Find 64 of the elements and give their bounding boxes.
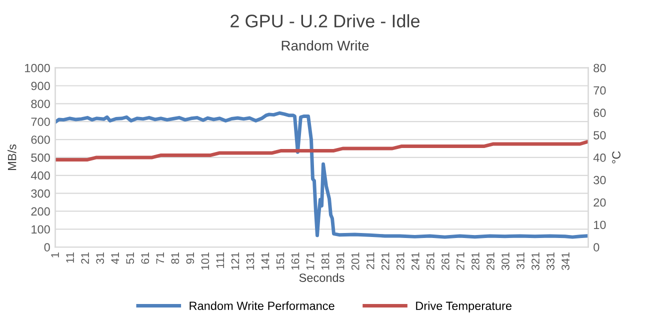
x-tick-label: 111 [216,252,224,268]
x-tick-label: 21 [81,252,89,264]
line-series [55,140,588,162]
y2-tick-label: 40 [593,153,606,162]
y-tick-label: 900 [31,82,50,90]
x-tick-label: 101 [201,252,210,270]
y-tick-label: 300 [31,189,50,198]
chart-subtitle: Random Write [282,40,369,51]
x-tick-label: 161 [291,252,300,270]
x-tick-label: 171 [306,252,314,270]
y2-tick-label: 10 [594,220,606,230]
y-tick-label: 800 [31,100,50,108]
x-tick-label: 121 [231,252,240,270]
x-tick-label: 81 [171,252,180,264]
x-tick-label: 281 [472,252,480,270]
y-tick-label: 0 [44,243,50,252]
y2-axis-title: °C [612,151,620,164]
y2-tick-label: 30 [594,176,606,184]
x-axis-title: Seconds [299,273,344,282]
x-tick-label: 71 [156,252,164,264]
x-tick-label: 231 [396,252,404,270]
y-tick-label: 700 [31,118,50,126]
y-tick-label: 1000 [25,64,50,72]
x-tick-label: 181 [321,252,330,270]
x-tick-label: 61 [141,252,150,264]
x-tick-label: 31 [96,252,104,264]
x-tick-label: 271 [456,252,464,270]
y2-tick-label: 60 [594,108,606,118]
y-tick-label: 600 [31,136,50,144]
x-tick-label: 91 [186,252,194,264]
x-tick-label: 141 [261,252,270,270]
x-tick-label: 211 [366,252,374,270]
x-tick-label: 341 [562,252,570,270]
x-tick-label: 261 [441,252,450,270]
y-axis-title: MB/s [8,144,16,170]
x-tick-label: 221 [381,252,390,270]
y2-tick-label: 70 [594,86,606,95]
x-tick-label: 331 [546,252,554,270]
y2-tick-label: 20 [594,198,606,207]
x-tick-label: 41 [111,252,119,264]
y2-tick-label: 80 [594,64,606,72]
legend-label: Random Write Performance [190,301,334,310]
legend-label: Drive Temperature [416,301,512,312]
y-tick-label: 100 [32,225,50,234]
x-tick-label: 191 [336,252,344,270]
chart-title: 2 GPU - U.2 Drive - Idle [230,14,420,28]
x-tick-label: 291 [486,252,494,270]
y2-tick-label: 50 [594,131,606,140]
y-tick-label: 400 [30,171,50,180]
x-tick-label: 131 [246,252,254,270]
y2-tick-label: 0 [594,243,600,252]
x-tick-label: 301 [502,252,510,270]
x-tick-label: 1 [51,252,59,258]
x-tick-label: 151 [276,252,284,270]
y-tick-label: 500 [31,153,50,162]
x-tick-label: 51 [126,252,134,264]
x-tick-label: 11 [66,252,74,263]
x-tick-label: 311 [516,252,524,270]
x-tick-label: 321 [532,252,540,270]
line-series [55,111,588,239]
y-tick-label: 200 [31,207,50,216]
x-tick-label: 251 [426,252,434,270]
x-tick-label: 241 [411,252,420,270]
x-tick-label: 201 [351,252,360,270]
